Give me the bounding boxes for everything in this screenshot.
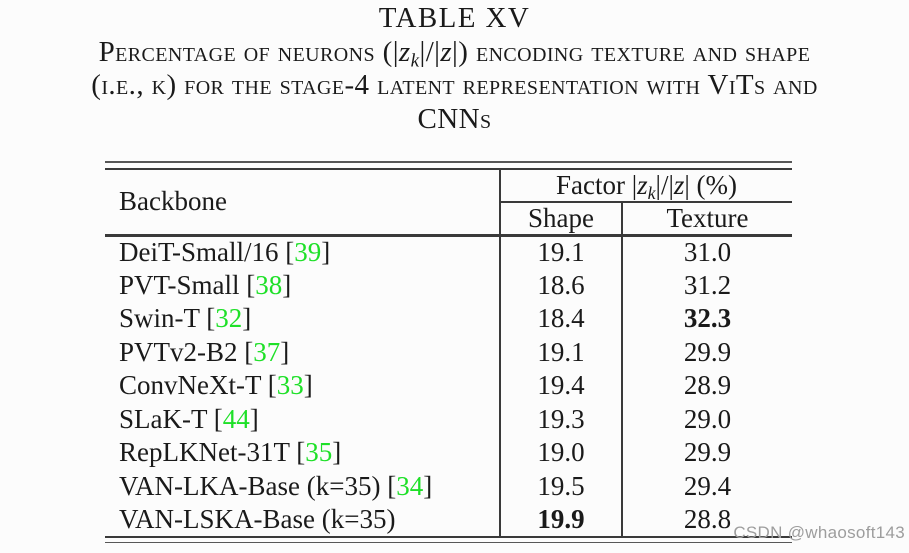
citation-number: 37 [253,336,281,367]
backbone-name: SLaK-T [119,403,207,434]
bottom-rule-thin [105,541,792,543]
backbone-cell: VAN-LSKA-Base (k=35) [105,503,500,537]
texture-value-cell: 29.4 [621,469,792,503]
table-caption: TABLE XV Percentage of neurons (|zk|/|z|… [0,2,909,136]
shape-value-cell: 19.4 [499,369,622,403]
table-row: PVT-Small [38] 18.6 31.2 [105,268,792,302]
factor-column-header: Factor |zk|/|z| (%) [499,168,792,203]
neuron-percentage-table: Backbone Factor |zk|/|z| (%) Shape Textu… [105,167,792,538]
shape-value-cell: 19.9 [499,503,622,537]
table-row: VAN-LSKA-Base (k=35) 19.9 28.8 [105,503,792,537]
backbone-cell: ConvNeXt-T [33] [119,370,313,401]
table-row: DeiT-Small/16 [39] 19.1 31.0 [105,235,792,269]
table-body: DeiT-Small/16 [39] 19.1 31.0 PVT-Small [… [105,235,792,537]
citation-number: 39 [294,237,322,267]
texture-value-cell: 31.2 [621,268,792,302]
table-row: RepLKNet-31T [35] 19.0 29.9 [105,436,792,470]
backbone-cell: DeiT-Small/16 [39] [119,237,331,267]
texture-value-cell: 29.9 [621,436,792,470]
caption-text-line-1: Percentage of neurons (|zk|/|z|) encodin… [98,35,811,71]
texture-value-cell: 32.3 [621,302,792,336]
shape-value-cell: 19.1 [499,335,622,369]
shape-value-cell: 18.4 [499,302,622,336]
shape-value-cell: 19.5 [499,469,622,503]
backbone-name: PVTv2-B2 [119,336,238,367]
table-row: ConvNeXt-T [33] 19.4 28.9 [105,369,792,403]
citation-number: 35 [305,437,333,468]
citation-number: 34 [396,470,424,501]
texture-column-header: Texture [621,201,792,237]
backbone-name: RepLKNet-31T [119,437,290,468]
caption-text-line-2: (i.e., k) for the stage-4 latent represe… [91,69,818,101]
caption-text-line-3: CNNs [417,102,492,135]
top-rule-thin [105,161,792,163]
backbone-cell: VAN-LKA-Base (k=35) [34] [119,470,433,501]
shape-value-cell: 19.1 [499,235,622,269]
csdn-watermark: CSDN @whaosoft143 [733,523,905,542]
texture-value-cell: 29.9 [621,335,792,369]
citation-number: 32 [215,303,243,334]
backbone-name: Swin-T [119,303,200,334]
backbone-cell: Swin-T [32] [119,303,252,334]
backbone-column-header: Backbone [105,168,500,237]
table-row: VAN-LKA-Base (k=35) [34] 19.5 29.4 [105,469,792,503]
header-row-1: Backbone Factor |zk|/|z| (%) [105,168,792,237]
backbone-name: DeiT-Small/16 [119,237,279,267]
texture-value-cell: 29.0 [621,402,792,436]
table-row: SLaK-T [44] 19.3 29.0 [105,402,792,436]
backbone-cell: PVT-Small [38] [119,269,292,300]
header-row-2: Shape Texture [105,201,792,237]
caption-table-number: TABLE XV [378,2,531,34]
backbone-name: PVT-Small [119,269,240,300]
table-row: PVTv2-B2 [37] 19.1 29.9 [105,335,792,369]
results-table: Backbone Factor |zk|/|z| (%) Shape Textu… [105,161,792,543]
texture-value-cell: 31.0 [621,235,792,269]
backbone-cell: PVTv2-B2 [37] [119,336,290,367]
shape-value-cell: 19.0 [499,436,622,470]
backbone-name: VAN-LKA-Base (k=35) [119,470,381,501]
citation-number: 44 [222,403,250,434]
texture-value-cell: 28.9 [621,369,792,403]
backbone-cell: SLaK-T [44] [119,403,259,434]
shape-value-cell: 19.3 [499,402,622,436]
backbone-cell: RepLKNet-31T [35] [119,437,342,468]
backbone-name: VAN-LSKA-Base (k=35) [119,503,396,534]
shape-column-header: Shape [499,201,622,237]
table-row: Swin-T [32] 18.4 32.3 [105,302,792,336]
backbone-name: ConvNeXt-T [119,370,261,401]
citation-number: 33 [276,370,304,401]
texture-value-cell: 28.8 [621,503,792,537]
citation-number: 38 [255,269,283,300]
shape-value-cell: 18.6 [499,268,622,302]
